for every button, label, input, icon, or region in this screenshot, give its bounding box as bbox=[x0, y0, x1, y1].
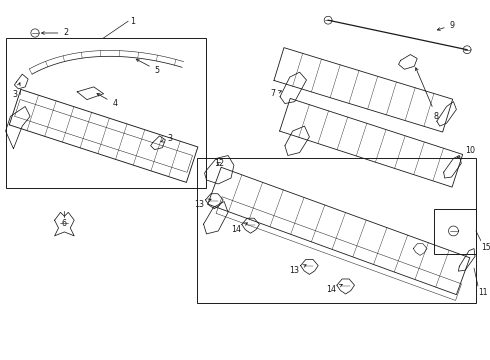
Text: 2: 2 bbox=[42, 28, 69, 37]
Text: 13: 13 bbox=[290, 265, 306, 275]
Text: 14: 14 bbox=[326, 284, 343, 294]
Bar bbox=[5, 38, 206, 188]
Text: 14: 14 bbox=[231, 223, 247, 234]
Text: 10: 10 bbox=[457, 146, 475, 158]
Bar bbox=[196, 158, 476, 302]
Text: 12: 12 bbox=[214, 159, 224, 168]
Text: 3: 3 bbox=[161, 134, 172, 143]
Text: 8: 8 bbox=[416, 68, 439, 121]
Bar bbox=[434, 210, 476, 253]
Text: 4: 4 bbox=[97, 94, 118, 108]
Text: 7: 7 bbox=[270, 89, 281, 98]
Text: 15: 15 bbox=[481, 243, 490, 252]
Text: 6: 6 bbox=[62, 219, 67, 228]
Text: 13: 13 bbox=[195, 199, 211, 209]
Text: 1: 1 bbox=[130, 17, 135, 26]
Text: 5: 5 bbox=[136, 59, 160, 75]
Text: 11: 11 bbox=[478, 288, 488, 297]
Text: 3: 3 bbox=[12, 83, 20, 99]
Text: 9: 9 bbox=[437, 21, 455, 30]
